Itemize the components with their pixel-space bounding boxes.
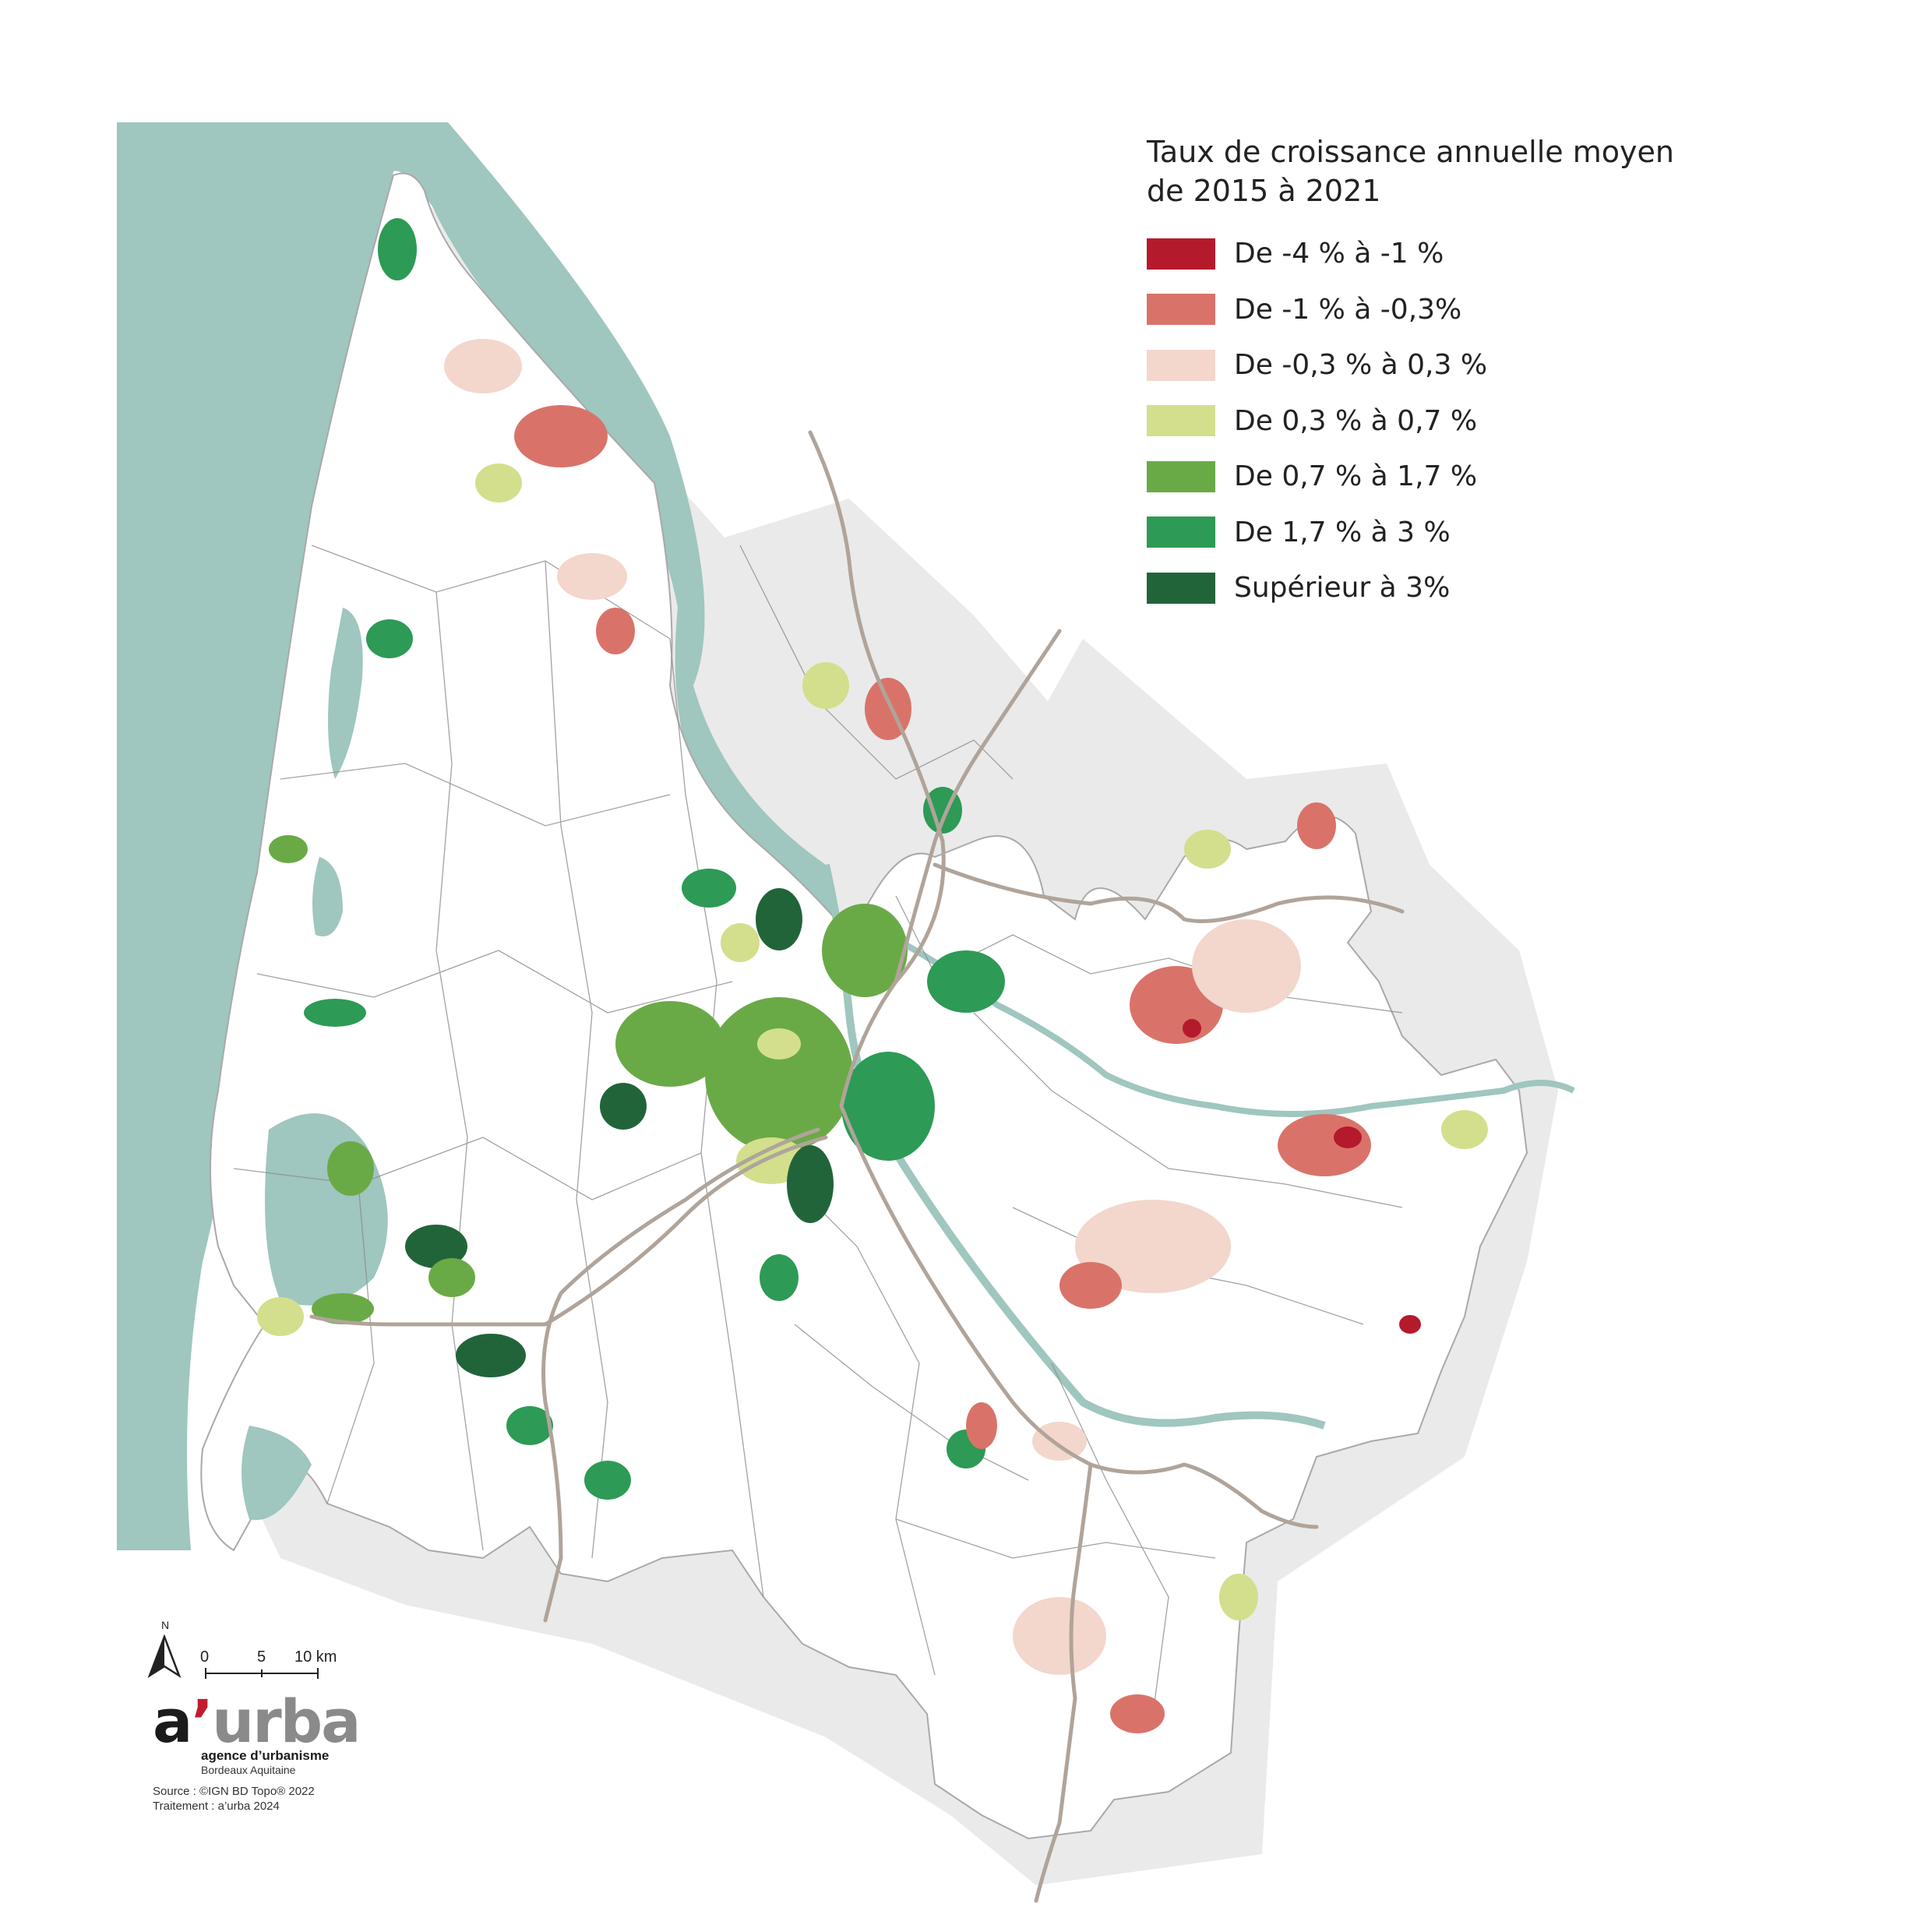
logo-wordmark: a’urba <box>153 1687 361 1756</box>
legend-title-line2: de 2015 à 2021 <box>1147 174 1381 208</box>
processing-line: Traitement : a’urba 2024 <box>153 1800 280 1813</box>
river-dordogne <box>871 924 1575 1117</box>
scale-tick-10km: 10 km <box>294 1648 337 1666</box>
zone-class-1-7-3 <box>841 1052 935 1161</box>
zone-class-minus1-minus0-3 <box>865 678 911 740</box>
legend-label: De -0,3 % à 0,3 % <box>1234 349 1488 382</box>
legend-swatch <box>1147 572 1215 604</box>
zone-class-0-3-0-7 <box>802 662 849 709</box>
zone-class-1-7-3 <box>584 1461 631 1500</box>
legend-swatch <box>1147 516 1215 548</box>
logo-apostrophe: ’ <box>191 1687 213 1756</box>
legend-title: Taux de croissance annuelle moyen de 201… <box>1147 132 1739 210</box>
legend-swatch <box>1147 460 1215 492</box>
zone-class-0-7-1-7 <box>705 997 853 1153</box>
zone-class-0-3-0-7 <box>757 1028 801 1059</box>
zone-class-minus1-minus0-3 <box>1297 802 1336 849</box>
zone-class-1-7-3 <box>682 869 736 908</box>
zone-class-over-3 <box>456 1334 526 1377</box>
zone-class-0-3-0-7 <box>1441 1110 1488 1149</box>
zone-class-over-3 <box>756 888 802 950</box>
legend-item: De -0,3 % à 0,3 % <box>1147 337 1739 393</box>
zone-class-over-3 <box>405 1225 467 1268</box>
zone-class-minus1-minus0-3 <box>1110 1694 1165 1733</box>
source-note: Source : ©IGN BD Topo® 2022 Traitement :… <box>153 1784 315 1814</box>
zone-class-0-7-1-7 <box>312 1293 374 1324</box>
north-label: N <box>161 1619 170 1631</box>
zone-class-0-7-1-7 <box>428 1258 475 1297</box>
zone-class-minus1-minus0-3 <box>1059 1262 1122 1309</box>
legend-item: Supérieur à 3% <box>1147 560 1739 616</box>
source-line: Source : ©IGN BD Topo® 2022 <box>153 1785 315 1798</box>
legend-swatch <box>1147 405 1215 437</box>
zone-class-0-3-0-7 <box>1184 830 1231 869</box>
aurba-logo: a’urba agence d’urbanisme Bordeaux Aquit… <box>153 1687 361 1777</box>
logo-a: a <box>153 1687 192 1756</box>
legend-label: De -1 % à -0,3% <box>1234 293 1462 326</box>
lake-cazaux <box>242 1426 312 1521</box>
zone-class-1-7-3 <box>304 999 366 1027</box>
zone-class-minus0-3-0-3 <box>1013 1597 1106 1675</box>
lake-hourtin <box>328 608 363 779</box>
zone-class-minus0-3-0-3 <box>1075 1200 1231 1293</box>
legend-label: De -4 % à -1 % <box>1234 238 1444 270</box>
legend-rows: De -4 % à -1 % De -1 % à -0,3% De -0,3 %… <box>1147 226 1739 616</box>
zone-class-0-3-0-7 <box>1219 1574 1258 1620</box>
zone-class-1-7-3 <box>760 1254 799 1301</box>
zone-class-minus0-3-0-3 <box>1032 1422 1087 1461</box>
zone-class-minus4-minus1 <box>1183 1019 1201 1038</box>
logo-region: Bordeaux Aquitaine <box>201 1764 296 1776</box>
lake-lacanau <box>312 857 343 936</box>
zone-class-minus1-minus0-3 <box>514 405 608 467</box>
logo-tagline: agence d’urbanisme <box>201 1748 330 1763</box>
legend-item: De 0,3 % à 0,7 % <box>1147 393 1739 450</box>
ocean-estuary <box>117 122 841 1550</box>
legend-item: De -1 % à -0,3% <box>1147 282 1739 338</box>
zone-class-1-7-3 <box>378 218 417 280</box>
zone-class-0-7-1-7 <box>822 904 908 997</box>
scale-bar <box>205 1668 319 1679</box>
scale-tick-5: 5 <box>257 1648 266 1666</box>
legend-label: Supérieur à 3% <box>1234 572 1451 605</box>
zone-class-0-3-0-7 <box>475 464 522 502</box>
legend-swatch <box>1147 349 1215 381</box>
legend-label: De 0,3 % à 0,7 % <box>1234 404 1478 437</box>
zone-class-minus0-3-0-3 <box>557 553 627 600</box>
legend-item: De -4 % à -1 % <box>1147 226 1739 282</box>
legend: Taux de croissance annuelle moyen de 201… <box>1147 132 1739 616</box>
legend-title-line1: Taux de croissance annuelle moyen <box>1147 135 1674 169</box>
zone-class-0-3-0-7 <box>257 1297 304 1336</box>
legend-item: De 1,7 % à 3 % <box>1147 505 1739 561</box>
zone-class-0-7-1-7 <box>615 1001 724 1087</box>
zone-class-minus1-minus0-3 <box>966 1402 997 1449</box>
zone-class-0-7-1-7 <box>327 1141 374 1196</box>
river-garonne <box>822 863 1326 1430</box>
zone-class-minus0-3-0-3 <box>444 339 522 393</box>
zone-class-1-7-3 <box>927 950 1005 1013</box>
zone-class-0-7-1-7 <box>269 835 308 863</box>
roads <box>309 430 1405 1903</box>
zone-class-minus4-minus1 <box>1399 1315 1421 1334</box>
logo-urba: urba <box>212 1687 361 1756</box>
growth-zones <box>257 218 1488 1733</box>
legend-label: De 1,7 % à 3 % <box>1234 516 1451 548</box>
north-arrow <box>147 1634 182 1679</box>
zone-class-1-7-3 <box>366 619 413 658</box>
legend-swatch <box>1147 294 1215 326</box>
zone-class-minus0-3-0-3 <box>1192 919 1301 1013</box>
scale-tick-0: 0 <box>200 1648 210 1666</box>
zone-class-minus1-minus0-3 <box>596 608 635 654</box>
zone-class-over-3 <box>787 1145 834 1223</box>
zone-class-minus4-minus1 <box>1334 1126 1362 1148</box>
legend-swatch <box>1147 238 1215 270</box>
legend-item: De 0,7 % à 1,7 % <box>1147 449 1739 505</box>
zone-class-over-3 <box>600 1083 647 1130</box>
zone-class-1-7-3 <box>506 1406 553 1445</box>
zone-class-0-3-0-7 <box>721 923 760 962</box>
legend-label: De 0,7 % à 1,7 % <box>1234 460 1478 493</box>
